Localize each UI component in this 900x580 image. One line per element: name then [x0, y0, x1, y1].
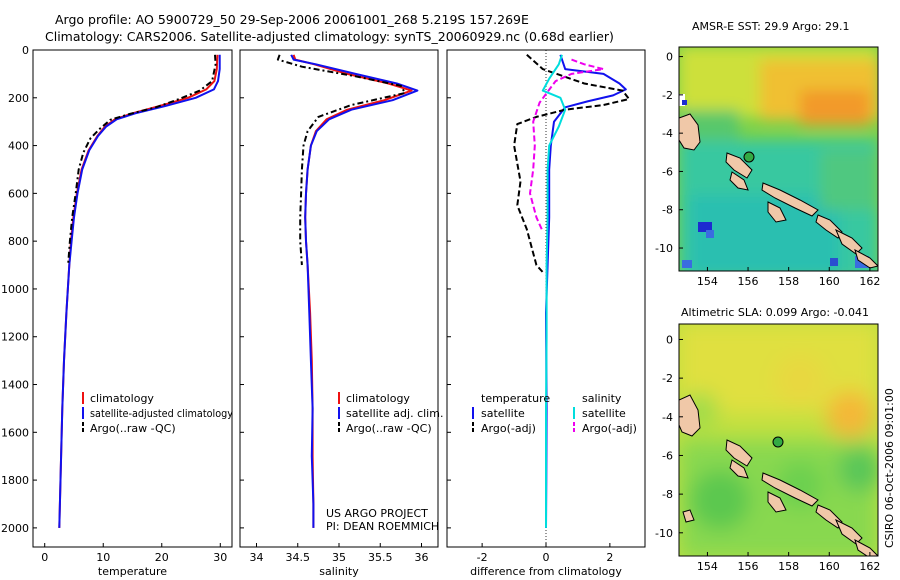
y-tick-label: 1000	[1, 283, 29, 296]
legend-label: satellite	[481, 407, 525, 420]
sla-map-image	[679, 324, 878, 556]
map-y-tick-label: -4	[662, 411, 673, 424]
map-x-tick-label: 162	[859, 275, 880, 288]
legend-label: Argo(-adj)	[582, 422, 637, 435]
series-line-satellite-adjusted-climatology	[58, 54, 221, 528]
map-x-tick-label: 154	[697, 560, 718, 573]
map-y-tick-label: -2	[662, 89, 673, 102]
land-islands	[679, 113, 878, 269]
x-tick-label: -2	[477, 551, 488, 564]
x-tick-label: 0	[543, 551, 550, 564]
x-tick-label: 36	[415, 551, 429, 564]
legend-label: climatology	[90, 392, 154, 405]
x-tick-label: 20	[155, 551, 169, 564]
series-line-argo-raw-qc	[276, 54, 406, 266]
y-tick-label: 0	[22, 44, 29, 57]
x-tick-label: 30	[213, 551, 227, 564]
salinity-plot-frame	[239, 49, 439, 548]
map-y-tick-label: -2	[662, 372, 673, 385]
map-x-tick-label: 158	[778, 560, 799, 573]
figure-title-line1: Argo profile: AO 5900729_50 29-Sep-2006 …	[55, 12, 529, 27]
difference-legend: temperature satellite Argo(-adj) salinit…	[472, 392, 637, 435]
salinity-legend: climatology satellite adj. clim. Argo(..…	[338, 392, 443, 435]
map-y-tick-label: -8	[662, 488, 673, 501]
map-x-tick-label: 162	[859, 560, 880, 573]
credit-line2: PI: DEAN ROEMMICH	[326, 520, 439, 533]
sla-float-marker	[772, 436, 784, 448]
x-tick-label: 34.5	[286, 551, 311, 564]
series-line-salinity-satellite	[541, 54, 567, 528]
x-tick-label: 34	[250, 551, 264, 564]
series-line-temperature-argo-adj	[513, 54, 630, 273]
y-tick-label: 1400	[1, 379, 29, 392]
legend-label: Argo(..raw -QC)	[90, 422, 176, 435]
sla-map-title: Altimetric SLA: 0.099 Argo: -0.041	[681, 306, 869, 319]
y-tick-label: 1200	[1, 331, 29, 344]
series-line-argo-raw-qc	[67, 54, 217, 266]
map-y-tick-label: -4	[662, 127, 673, 140]
x-tick-label: 35.5	[368, 551, 393, 564]
y-tick-label: 2000	[1, 522, 29, 535]
map-x-tick-label: 158	[778, 275, 799, 288]
map-y-tick-label: -10	[655, 242, 673, 255]
map-x-tick-label: 160	[819, 275, 840, 288]
legend-header-temperature: temperature	[481, 392, 550, 405]
x-tick-label: 10	[96, 551, 110, 564]
map-y-tick-label: 0	[666, 51, 673, 64]
sst-map-panel: AMSR-E SST: 29.9 Argo: 29.1	[655, 20, 880, 288]
sst-map-title: AMSR-E SST: 29.9 Argo: 29.1	[692, 20, 850, 33]
legend-label: Argo(..raw -QC)	[346, 422, 432, 435]
series-line-salinity-argo-adj	[529, 58, 605, 233]
timestamp-label: CSIRO 06-Oct-2006 09:01:00	[883, 388, 896, 548]
sla-map-panel: Altimetric SLA: 0.099 Argo: -0.041	[655, 306, 880, 573]
x-axis-label: difference from climatology	[470, 565, 622, 578]
temperature-plot-frame	[32, 49, 233, 548]
map-x-tick-label: 154	[697, 275, 718, 288]
legend-label: Argo(-adj)	[481, 422, 536, 435]
series-line-temperature-satellite	[545, 54, 627, 528]
sst-float-marker	[743, 151, 755, 163]
temperature-panel: 0 10 20 30 temperature 0 200 400 600 800 1000 1200 1…	[1, 44, 233, 578]
legend-label: satellite-adjusted climatology	[90, 407, 233, 420]
x-axis-label: temperature	[98, 565, 167, 578]
map-y-tick-label: -6	[662, 449, 673, 462]
series-line-climatology	[58, 54, 219, 528]
y-tick-label: 200	[8, 92, 29, 105]
map-y-tick-label: -10	[655, 527, 673, 540]
land-islands	[679, 394, 878, 556]
credit-line1: US ARGO PROJECT	[326, 507, 428, 520]
y-tick-label: 1800	[1, 474, 29, 487]
legend-label: climatology	[346, 392, 410, 405]
map-y-tick-label: -6	[662, 165, 673, 178]
y-tick-label: 800	[8, 235, 29, 248]
y-tick-label: 1600	[1, 426, 29, 439]
x-tick-label: 35	[332, 551, 346, 564]
y-tick-label: 400	[8, 140, 29, 153]
sst-map-image	[679, 47, 878, 271]
x-axis-label: salinity	[319, 565, 359, 578]
map-y-tick-label: 0	[666, 333, 673, 346]
figure-title-line2: Climatology: CARS2006. Satellite-adjuste…	[45, 29, 614, 44]
map-x-tick-label: 156	[738, 560, 759, 573]
map-y-tick-label: -8	[662, 204, 673, 217]
x-tick-label: 2	[606, 551, 613, 564]
legend-label: satellite adj. clim.	[346, 407, 443, 420]
legend-label: satellite	[582, 407, 626, 420]
y-tick-label: 600	[8, 187, 29, 200]
x-tick-label: 0	[41, 551, 48, 564]
temperature-legend: climatology satellite-adjusted climatolo…	[82, 392, 233, 435]
map-x-tick-label: 156	[738, 275, 759, 288]
legend-header-salinity: salinity	[582, 392, 622, 405]
series-line-satellite-adj-clim	[290, 54, 419, 528]
salinity-panel: 34 34.5 35 35.5 36 salinity	[239, 49, 439, 578]
map-x-tick-label: 160	[819, 560, 840, 573]
